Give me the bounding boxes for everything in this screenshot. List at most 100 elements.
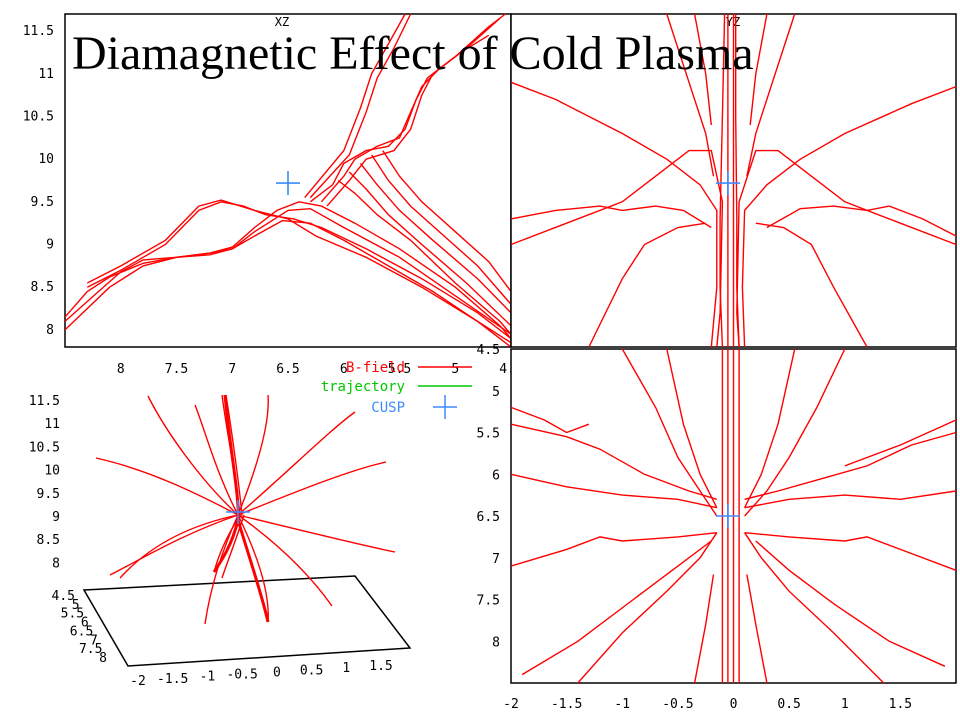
- legend-label-bfield: B-field: [346, 360, 405, 376]
- legend-label-cusp: CUSP: [371, 400, 405, 416]
- perspective-field-line-2: [194, 404, 239, 516]
- perspective-z-tick-label: 9: [52, 510, 60, 525]
- xz-field-line-12: [359, 162, 512, 314]
- yz-curves: [510, 13, 957, 348]
- perspective-x-tick-label: -0.5: [226, 668, 257, 683]
- xz-y-tick-label: 9: [46, 238, 54, 253]
- yz-panel: YZ: [510, 13, 957, 348]
- perspective-z-tick-label: 11.5: [29, 394, 60, 409]
- perspective-curves: [95, 394, 396, 625]
- xz-x-tick-label: 6: [340, 362, 348, 377]
- yz-field-line-15: [749, 13, 768, 126]
- perspective-field-line-11: [109, 514, 239, 576]
- xy-y-tick-label: 6: [492, 468, 500, 483]
- xz-x-tick-label: 5.5: [388, 362, 411, 377]
- xy-x-tick-label: -2: [503, 697, 519, 712]
- xz-y-tick-label: 11: [38, 67, 54, 82]
- xz-field-line-4: [64, 219, 512, 348]
- xy-x-tick-label: 0: [730, 697, 738, 712]
- yz-field-line-11: [755, 222, 868, 348]
- xy-y-tick-label: 5.5: [477, 427, 500, 442]
- xy-x-tick-label: -0.5: [662, 697, 693, 712]
- xy-x-tick-label: -1.5: [551, 697, 582, 712]
- yz-field-line-9: [766, 205, 957, 237]
- perspective-field-line-9: [237, 514, 269, 623]
- xy-x-ticks: -2 -1.5 -1 -0.5 0 0.5 1 1.5: [503, 697, 912, 712]
- xz-x-ticks: 87.576.565.554.5: [117, 362, 523, 377]
- perspective-field-line-5: [237, 461, 387, 516]
- xz-cusp-marker: [276, 171, 300, 196]
- xz-y-tick-label: 11.5: [23, 24, 54, 39]
- yz-field-line-4: [510, 149, 724, 348]
- perspective-z-tick-label: 11: [44, 417, 60, 432]
- xz-curves: [64, 13, 512, 348]
- xz-x-tick-label: 7.5: [165, 362, 188, 377]
- xy-x-tick-label: 0.5: [777, 697, 800, 712]
- perspective-y-ticks: 4.555.566.577.58: [52, 589, 107, 666]
- xz-x-tick-label: 7: [228, 362, 236, 377]
- xy-y-tick-label: 4.5: [477, 343, 500, 358]
- xz-field-line-10: [337, 179, 512, 335]
- perspective-z-tick-label: 10: [44, 464, 60, 479]
- perspective-x-ticks: -2 -1.5 -1 -0.5 0 0.5 1 1.5: [130, 659, 393, 689]
- yz-field-line-14: [693, 13, 712, 126]
- xy-y-tick-label: 6.5: [477, 510, 500, 525]
- xy-x-tick-label: -1: [614, 697, 630, 712]
- xy-field-line-6: [510, 473, 717, 509]
- xz-field-line-11: [348, 171, 512, 327]
- xy-field-line-11: [844, 419, 957, 467]
- perspective-z-tick-label: 8.5: [37, 533, 60, 548]
- xy-panel: 4.5 5 5.5 6 6.5 7 7.5 8 -2 -1.5 -1 -0.5 0 0.5 1 1.5: [477, 343, 957, 712]
- xy-field-line-5: [744, 532, 957, 571]
- xy-field-line-7: [744, 490, 957, 509]
- yz-field-line-6: [510, 81, 718, 348]
- xy-field-line-18: [666, 348, 718, 509]
- perspective-cusp-marker: [226, 500, 250, 524]
- xz-field-line-9: [309, 13, 412, 199]
- xz-field-line-0: [64, 201, 512, 339]
- xy-cusp-marker: [715, 504, 740, 528]
- xy-y-tick-label: 8: [492, 635, 500, 650]
- xz-y-tick-label: 10: [38, 152, 54, 167]
- perspective-field-line-8: [204, 514, 239, 625]
- perspective-field-line-6: [237, 514, 396, 553]
- xy-field-line-17: [744, 348, 846, 517]
- perspective-field-line-1: [147, 395, 239, 516]
- xz-field-line-8: [304, 13, 406, 199]
- perspective-x-tick-label: 1: [342, 661, 350, 676]
- xz-field-line-3: [86, 199, 512, 344]
- perspective-y-tick-label: 6.5: [70, 624, 93, 639]
- xz-y-ticks: 11.5 11 10.5 10 9.5 9 8.5 8: [23, 24, 54, 338]
- yz-field-line-12: [666, 13, 715, 177]
- xz-field-line-5: [309, 13, 506, 203]
- xz-field-line-1: [64, 207, 512, 335]
- perspective-field-line-0: [95, 457, 239, 516]
- perspective-z-tick-label: 10.5: [29, 440, 60, 455]
- xy-y-ticks: 4.5 5 5.5 6 6.5 7 7.5 8: [477, 343, 500, 650]
- perspective-y-tick-label: 5.5: [61, 607, 84, 622]
- yz-field-line-7: [741, 85, 957, 348]
- perspective-x-tick-label: -1.5: [157, 672, 188, 687]
- xz-panel-title: XZ: [275, 15, 289, 29]
- xy-field-line-16: [621, 348, 718, 517]
- xz-y-tick-label: 8.5: [31, 280, 54, 295]
- perspective-field-line-4: [237, 411, 356, 516]
- xz-field-line-2: [86, 201, 512, 340]
- perspective-x-tick-label: -1: [200, 670, 216, 685]
- perspective-z-tick-label: 9.5: [37, 487, 60, 502]
- legend: B-field trajectory CUSP: [321, 360, 472, 419]
- xy-curves: [510, 348, 957, 684]
- perspective-x-tick-label: 1.5: [369, 659, 392, 674]
- perspective-field-line-3: [237, 394, 269, 516]
- xy-y-tick-label: 7.5: [477, 594, 500, 609]
- yz-field-line-5: [736, 149, 957, 348]
- perspective-field-line-13: [225, 394, 243, 516]
- perspective-y-tick-label: 7: [90, 633, 98, 648]
- xz-y-tick-label: 8: [46, 323, 54, 338]
- xy-y-tick-label: 5: [492, 385, 500, 400]
- xz-y-tick-label: 10.5: [23, 109, 54, 124]
- xy-field-line-8: [510, 423, 718, 500]
- yz-cusp-marker: [715, 171, 740, 196]
